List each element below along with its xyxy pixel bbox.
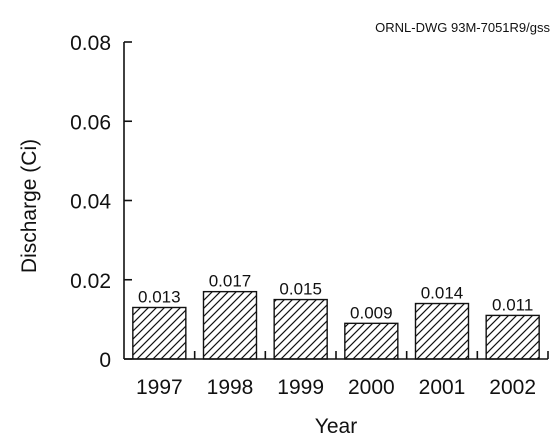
bar-1999 [273,298,328,360]
data-label-2002: 0.011 [492,295,533,314]
x-tick-label: 2001 [419,376,466,399]
data-label-1998: 0.017 [209,272,252,291]
x-tick-label: 2002 [489,376,536,399]
x-tick-label: 1999 [277,376,324,399]
data-label-1999: 0.015 [279,280,322,299]
y-axis-label: Discharge (Ci) [18,139,41,273]
bar-2000 [344,322,399,360]
data-label-2001: 0.014 [421,284,464,303]
y-tick-label: 0.08 [70,32,111,55]
data-label-1997: 0.013 [138,287,181,306]
bar-1998 [202,290,258,360]
x-ticks [193,351,549,359]
bars [132,290,540,360]
x-axis-label: Year [315,415,357,438]
bar-1997 [132,306,187,360]
data-label-2000: 0.009 [350,303,393,322]
value-labels: 0.013 0.017 0.015 0.009 0.014 0.011 [138,272,533,323]
y-tick-label: 0 [99,349,111,372]
x-tick-label: 2000 [348,376,395,399]
x-tick-label: 1998 [207,376,254,399]
x-tick-label: 1997 [136,376,183,399]
x-tick-labels: 1997 1998 1999 2000 2001 2002 [136,376,536,399]
bar-2002 [485,314,540,360]
y-ticks: 0 0.02 0.04 0.06 0.08 [70,32,132,372]
y-tick-label: 0.02 [70,270,111,293]
y-tick-label: 0.06 [70,111,111,134]
y-tick-label: 0.04 [70,191,111,214]
drawing-id: ORNL-DWG 93M-7051R9/gss [375,20,550,35]
bar-2001 [414,302,470,360]
